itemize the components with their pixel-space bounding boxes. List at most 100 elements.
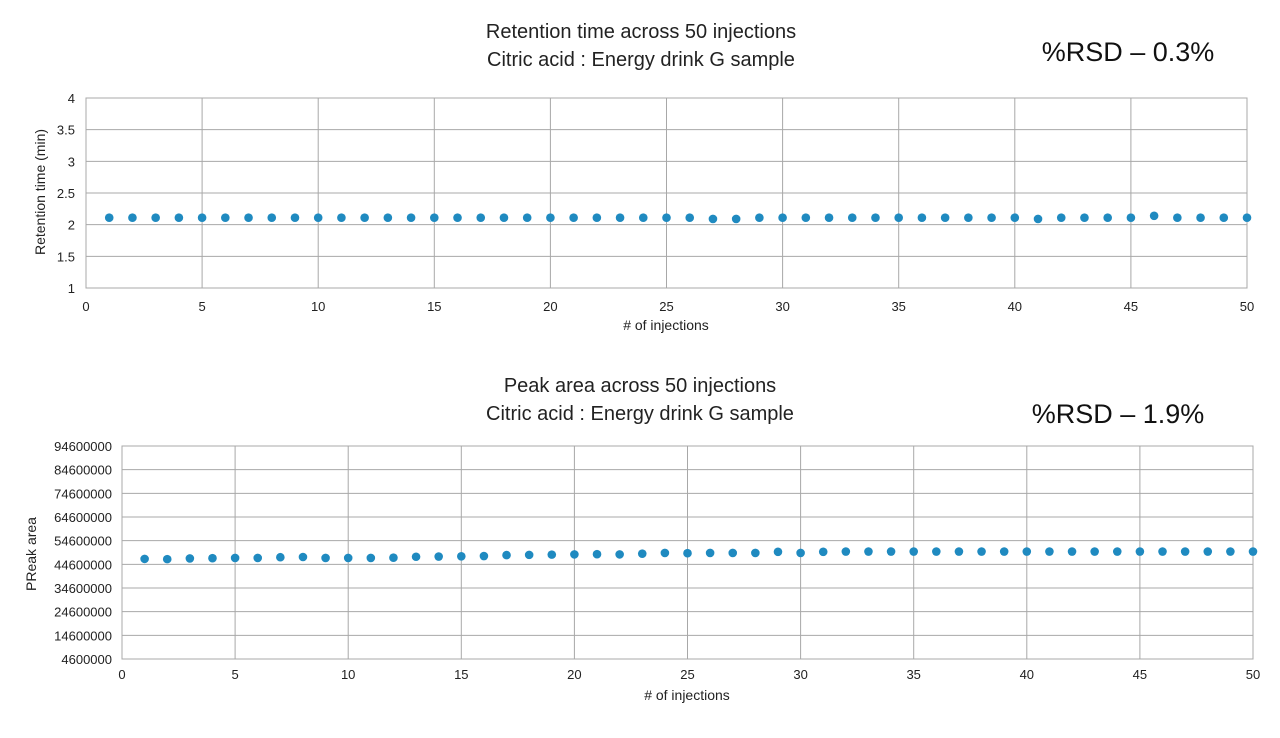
chart2-data-point [751, 548, 760, 558]
chart2-data-point [502, 550, 511, 560]
chart2-data-point [343, 553, 353, 563]
chart2-x-axis-label: # of injections [644, 687, 730, 703]
chart1-x-tick-label: 20 [543, 299, 557, 314]
chart1-y-tick-label: 4 [68, 91, 75, 106]
chart2-data-point [615, 550, 624, 559]
chart2-data-point [230, 553, 240, 563]
chart1-y-tick-label: 2 [68, 218, 75, 233]
chart1-data-point [894, 213, 903, 222]
chart1-data-point [522, 213, 532, 222]
chart1-title: Retention time across 50 injections [486, 21, 796, 43]
chart1-data-point [1242, 213, 1252, 222]
chart1-data-point [592, 213, 602, 222]
chart1-data-point [221, 213, 230, 222]
chart1-data-point [917, 213, 927, 222]
chart2-data-point [977, 547, 986, 556]
chart1-data-point [615, 213, 625, 222]
chart2-x-tick-label: 5 [231, 667, 238, 682]
chart2-data-point [932, 547, 941, 556]
chart1-data-point [383, 213, 393, 222]
chart2-x-tick-label: 15 [454, 667, 468, 682]
chart1-data-point [1010, 213, 1020, 222]
chart1-data-point [1033, 214, 1043, 224]
chart2-data-point [886, 547, 896, 556]
chart2-data-point [818, 547, 828, 557]
chart1-subtitle: Citric acid : Energy drink G sample [487, 49, 795, 71]
chart1-data-point [174, 213, 184, 222]
chart1-data-point [778, 213, 787, 222]
chart2-x-tick-label: 25 [680, 667, 694, 682]
chart2-data-point [547, 550, 557, 559]
chart2-data-point [253, 553, 263, 563]
chart2-y-tick-label: 14600000 [54, 628, 112, 643]
chart2-data-point [1022, 547, 1032, 556]
chart2-x-tick-label: 40 [1020, 667, 1034, 682]
chart1-data-point [337, 213, 346, 222]
chart2-y-tick-label: 4600000 [61, 652, 112, 667]
chart1-data-point [290, 213, 300, 222]
chart1-plot-area: 11.522.533.540 5 10 15 20 25 30 35 40 45 50 [57, 91, 1254, 314]
chart2-subtitle: Citric acid : Energy drink G sample [486, 403, 794, 425]
chart1-data-point [1219, 213, 1229, 222]
chart1-data-point [1196, 213, 1205, 222]
chart1-data-point [940, 213, 950, 222]
chart2-y-axis-label: PReak area [23, 517, 39, 591]
chart1-data-point [662, 213, 671, 222]
chart2-data-point [185, 554, 195, 563]
chart2-data-point [841, 547, 851, 556]
chart2-y-tick-label: 64600000 [54, 510, 112, 525]
chart2-x-tick-label: 30 [793, 667, 807, 682]
chart2-data-point [321, 553, 330, 563]
chart2-title: Peak area across 50 injections [504, 375, 776, 397]
chart1-data-point [546, 213, 555, 222]
chart1-x-tick-label: 5 [198, 299, 205, 314]
chart2-y-tick-label: 44600000 [54, 557, 112, 572]
chart2-data-point [457, 551, 466, 561]
chart1-y-tick-label: 1.5 [57, 249, 75, 264]
chart2-y-tick-label: 94600000 [54, 439, 112, 454]
chart1-data-point [1149, 211, 1159, 221]
chart2-data-point [1158, 547, 1167, 556]
chart2-y-tick-label: 74600000 [54, 486, 112, 501]
chart1-data-point [1103, 213, 1112, 222]
chart2-data-point [1067, 547, 1077, 556]
chart1-data-point [360, 213, 369, 222]
chart1-data-point [847, 213, 857, 222]
chart1-data-point [476, 213, 486, 222]
chart2-x-tick-label: 10 [341, 667, 355, 682]
chart1-x-tick-label: 45 [1124, 299, 1138, 314]
chart1-y-tick-label: 3.5 [57, 123, 75, 138]
chart2-data-point [1112, 547, 1122, 556]
chart2-data-point [1135, 547, 1145, 556]
chart2-x-tick-label: 35 [906, 667, 920, 682]
chart1-x-tick-label: 10 [311, 299, 325, 314]
chart1-data-point [244, 213, 253, 222]
chart2-y-tick-label: 84600000 [54, 463, 112, 478]
chart2-data-point [479, 551, 489, 561]
chart1-y-tick-label: 1 [68, 281, 75, 296]
chart1-data-point [430, 213, 439, 222]
chart2-data-point [411, 552, 421, 562]
chart2-data-point [524, 550, 534, 560]
chart2-data-point [366, 553, 376, 563]
chart1-data-point [731, 214, 741, 224]
chart2-data-point [954, 547, 964, 556]
chart2-data-point [1090, 547, 1099, 556]
chart2-data-point [1203, 547, 1213, 556]
chart2-y-tick-label: 54600000 [54, 534, 112, 549]
chart1-y-axis-label: Retention time (min) [32, 129, 48, 255]
chart2-data-point [1180, 547, 1190, 556]
chart1-data-point [685, 213, 695, 222]
chart1-data-point [1173, 213, 1182, 222]
chart2-data-point [298, 552, 308, 562]
chart1-data-point [313, 213, 323, 222]
chart2-data-point [208, 553, 217, 563]
chart2-x-tick-label: 50 [1246, 667, 1260, 682]
chart1-plot-frame [85, 97, 1248, 289]
chart1-x-tick-label: 30 [775, 299, 789, 314]
chart1-data-point [406, 213, 416, 222]
chart2-data-point [705, 548, 715, 558]
chart2-data-point [1248, 547, 1258, 556]
chart2-data-point [683, 548, 692, 558]
